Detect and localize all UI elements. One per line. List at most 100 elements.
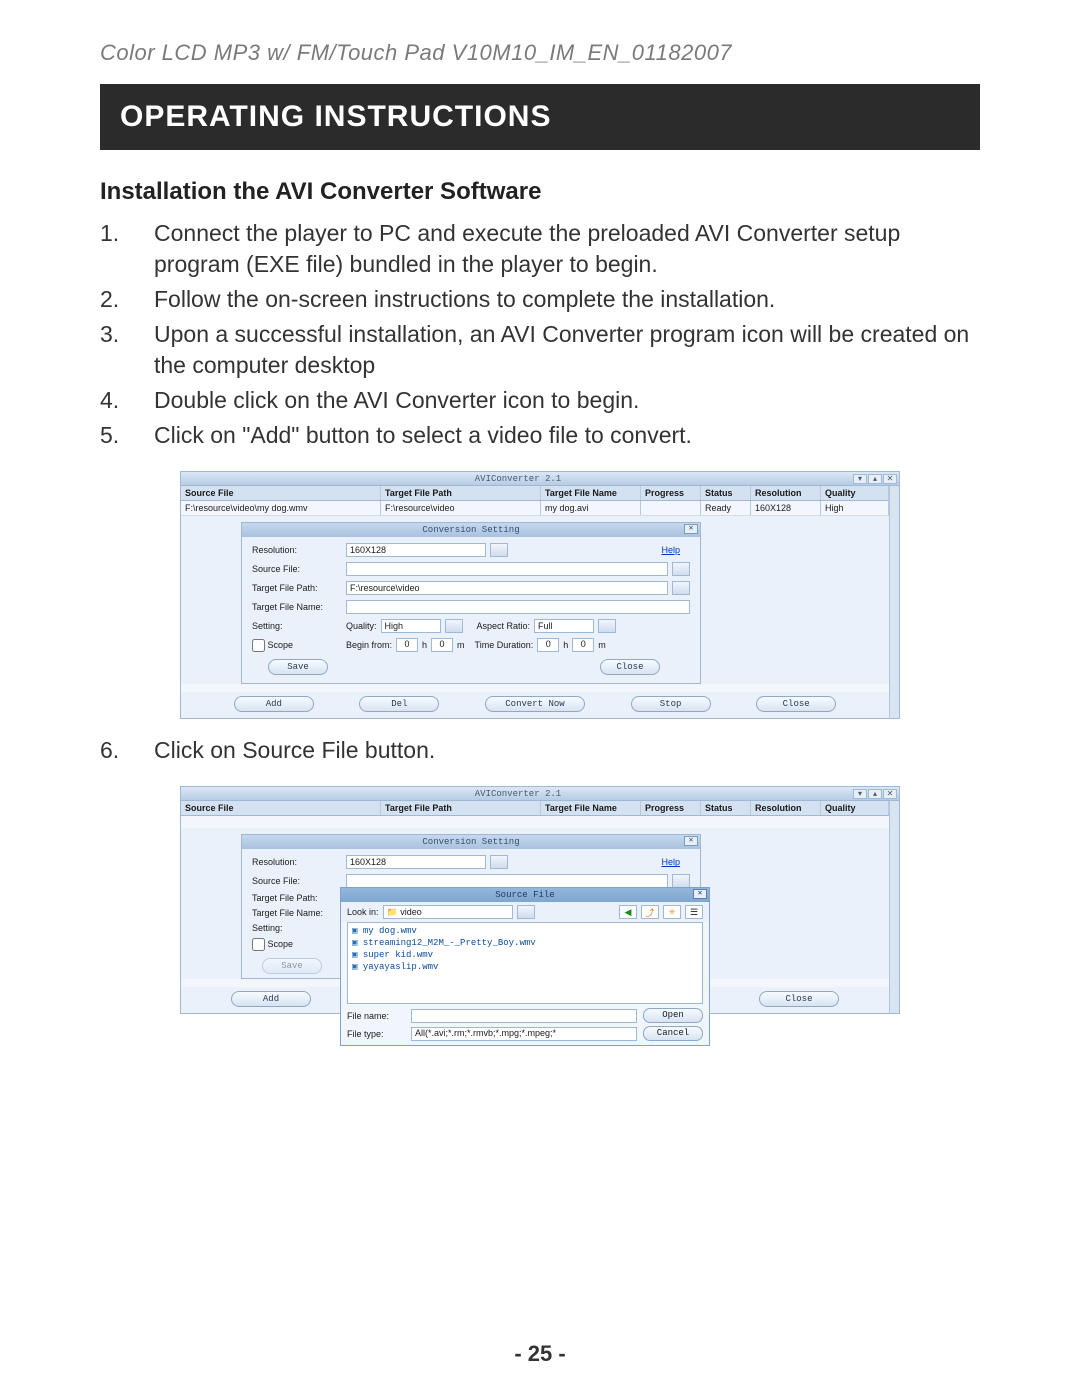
help-link[interactable]: Help	[661, 857, 680, 867]
target-path-label: Target File Path:	[252, 583, 342, 593]
close-button[interactable]: ✕	[883, 474, 897, 484]
file-item[interactable]: ▣ streaming12_M2M_-_Pretty_Boy.wmv	[352, 937, 698, 949]
quality-label: Quality:	[346, 621, 377, 631]
file-item[interactable]: ▣ my dog.wmv	[352, 925, 698, 937]
resolution-select[interactable]: 160X128	[346, 855, 486, 869]
main-close-button[interactable]: Close	[756, 696, 836, 712]
scope-checkbox[interactable]	[252, 938, 265, 951]
resolution-select[interactable]: 160X128	[346, 543, 486, 557]
new-folder-icon[interactable]: ✳	[663, 905, 681, 919]
dropdown-icon[interactable]	[517, 905, 535, 919]
dialog-close-button[interactable]: Close	[600, 659, 660, 675]
up-icon[interactable]: ⤴	[641, 905, 659, 919]
file-item[interactable]: ▣ yayayaslip.wmv	[352, 961, 698, 973]
list-item: 1.Connect the player to PC and execute t…	[100, 218, 980, 280]
begin-h[interactable]: 0	[396, 638, 418, 652]
col-tfn: Target File Name	[541, 801, 641, 815]
close-icon[interactable]: ✕	[684, 524, 698, 534]
file-item[interactable]: ▣ super kid.wmv	[352, 949, 698, 961]
list-number: 4.	[100, 385, 154, 416]
target-name-label: Target File Name:	[252, 602, 342, 612]
page-number: - 25 -	[0, 1341, 1080, 1367]
dropdown-icon[interactable]	[490, 855, 508, 869]
dropdown-icon[interactable]	[490, 543, 508, 557]
back-icon[interactable]: ◀	[619, 905, 637, 919]
minimize-button[interactable]: ▾	[853, 474, 867, 484]
source-file-label: Source File:	[252, 564, 342, 574]
resolution-label: Resolution:	[252, 857, 342, 867]
source-file-label: Source File:	[252, 876, 342, 886]
begin-m[interactable]: 0	[431, 638, 453, 652]
dur-m[interactable]: 0	[572, 638, 594, 652]
add-button[interactable]: Add	[234, 696, 314, 712]
close-icon[interactable]: ✕	[693, 889, 707, 899]
unit-h: h	[422, 640, 427, 650]
main-button-bar: Add Del Convert Now Stop Close	[181, 692, 889, 718]
list-item: 6.Click on Source File button.	[100, 735, 980, 766]
source-file-input[interactable]	[346, 874, 668, 888]
filename-input[interactable]	[411, 1009, 637, 1023]
main-close-button[interactable]: Close	[759, 991, 839, 1007]
browse-button[interactable]	[672, 562, 690, 576]
view-icon[interactable]: ☰	[685, 905, 703, 919]
scrollbar[interactable]	[889, 801, 899, 1013]
filetype-combo[interactable]: All(*.avi;*.rm;*.rmvb;*.mpg;*.mpeg;*	[411, 1027, 637, 1041]
dialog-title: Conversion Setting	[422, 837, 519, 847]
unit-m: m	[598, 640, 606, 650]
target-path-input[interactable]: F:\resource\video	[346, 581, 668, 595]
aspect-select[interactable]: Full	[534, 619, 594, 633]
scrollbar[interactable]	[889, 486, 899, 718]
col-quality: Quality	[821, 801, 889, 815]
scope-checkbox[interactable]	[252, 639, 265, 652]
list-item: 3.Upon a successful installation, an AVI…	[100, 319, 980, 381]
minimize-button[interactable]: ▾	[853, 789, 867, 799]
file-icon: ▣	[352, 962, 357, 972]
unit-m: m	[457, 640, 465, 650]
col-resolution: Resolution	[751, 801, 821, 815]
conversion-setting-dialog: Conversion Setting ✕ Resolution: 160X128…	[241, 834, 701, 979]
del-button[interactable]: Del	[359, 696, 439, 712]
source-file-input[interactable]	[346, 562, 668, 576]
aspect-label: Aspect Ratio:	[477, 621, 531, 631]
maximize-button[interactable]: ▴	[868, 474, 882, 484]
browse-button[interactable]	[672, 581, 690, 595]
list-number: 2.	[100, 284, 154, 315]
dropdown-icon[interactable]	[598, 619, 616, 633]
help-link[interactable]: Help	[661, 545, 680, 555]
list-text: Click on "Add" button to select a video …	[154, 420, 980, 451]
window-title: AVIConverter 2.1	[183, 474, 853, 484]
close-icon[interactable]: ✕	[684, 836, 698, 846]
setting-label: Setting:	[252, 621, 342, 631]
list-text: Click on Source File button.	[154, 735, 980, 766]
file-list[interactable]: ▣ my dog.wmv ▣ streaming12_M2M_-_Pretty_…	[347, 922, 703, 1004]
maximize-button[interactable]: ▴	[868, 789, 882, 799]
list-text: Double click on the AVI Converter icon t…	[154, 385, 980, 416]
scope-label: Scope	[252, 938, 342, 951]
open-button[interactable]: Open	[643, 1008, 703, 1023]
save-button[interactable]: Save	[262, 958, 322, 974]
grid-row[interactable]: F:\resource\video\my dog.wmv F:\resource…	[181, 501, 889, 516]
file-dialog-toolbar: Look in: 📁 video ◀ ⤴ ✳ ☰	[341, 902, 709, 922]
cell-tfn: my dog.avi	[541, 501, 641, 515]
col-quality: Quality	[821, 486, 889, 500]
resolution-label: Resolution:	[252, 545, 342, 555]
close-button[interactable]: ✕	[883, 789, 897, 799]
add-button[interactable]: Add	[231, 991, 311, 1007]
target-name-input[interactable]	[346, 600, 690, 614]
setting-label: Setting:	[252, 923, 342, 933]
col-target: Target File Path	[381, 801, 541, 815]
cancel-button[interactable]: Cancel	[643, 1026, 703, 1041]
col-progress: Progress	[641, 801, 701, 815]
convert-button[interactable]: Convert Now	[485, 696, 585, 712]
dropdown-icon[interactable]	[445, 619, 463, 633]
lookin-combo[interactable]: 📁 video	[383, 905, 513, 919]
list-item: 2.Follow the on-screen instructions to c…	[100, 284, 980, 315]
col-progress: Progress	[641, 486, 701, 500]
quality-select[interactable]: High	[381, 619, 441, 633]
browse-button[interactable]	[672, 874, 690, 888]
save-button[interactable]: Save	[268, 659, 328, 675]
dur-h[interactable]: 0	[537, 638, 559, 652]
col-status: Status	[701, 801, 751, 815]
window-title: AVIConverter 2.1	[183, 789, 853, 799]
stop-button[interactable]: Stop	[631, 696, 711, 712]
